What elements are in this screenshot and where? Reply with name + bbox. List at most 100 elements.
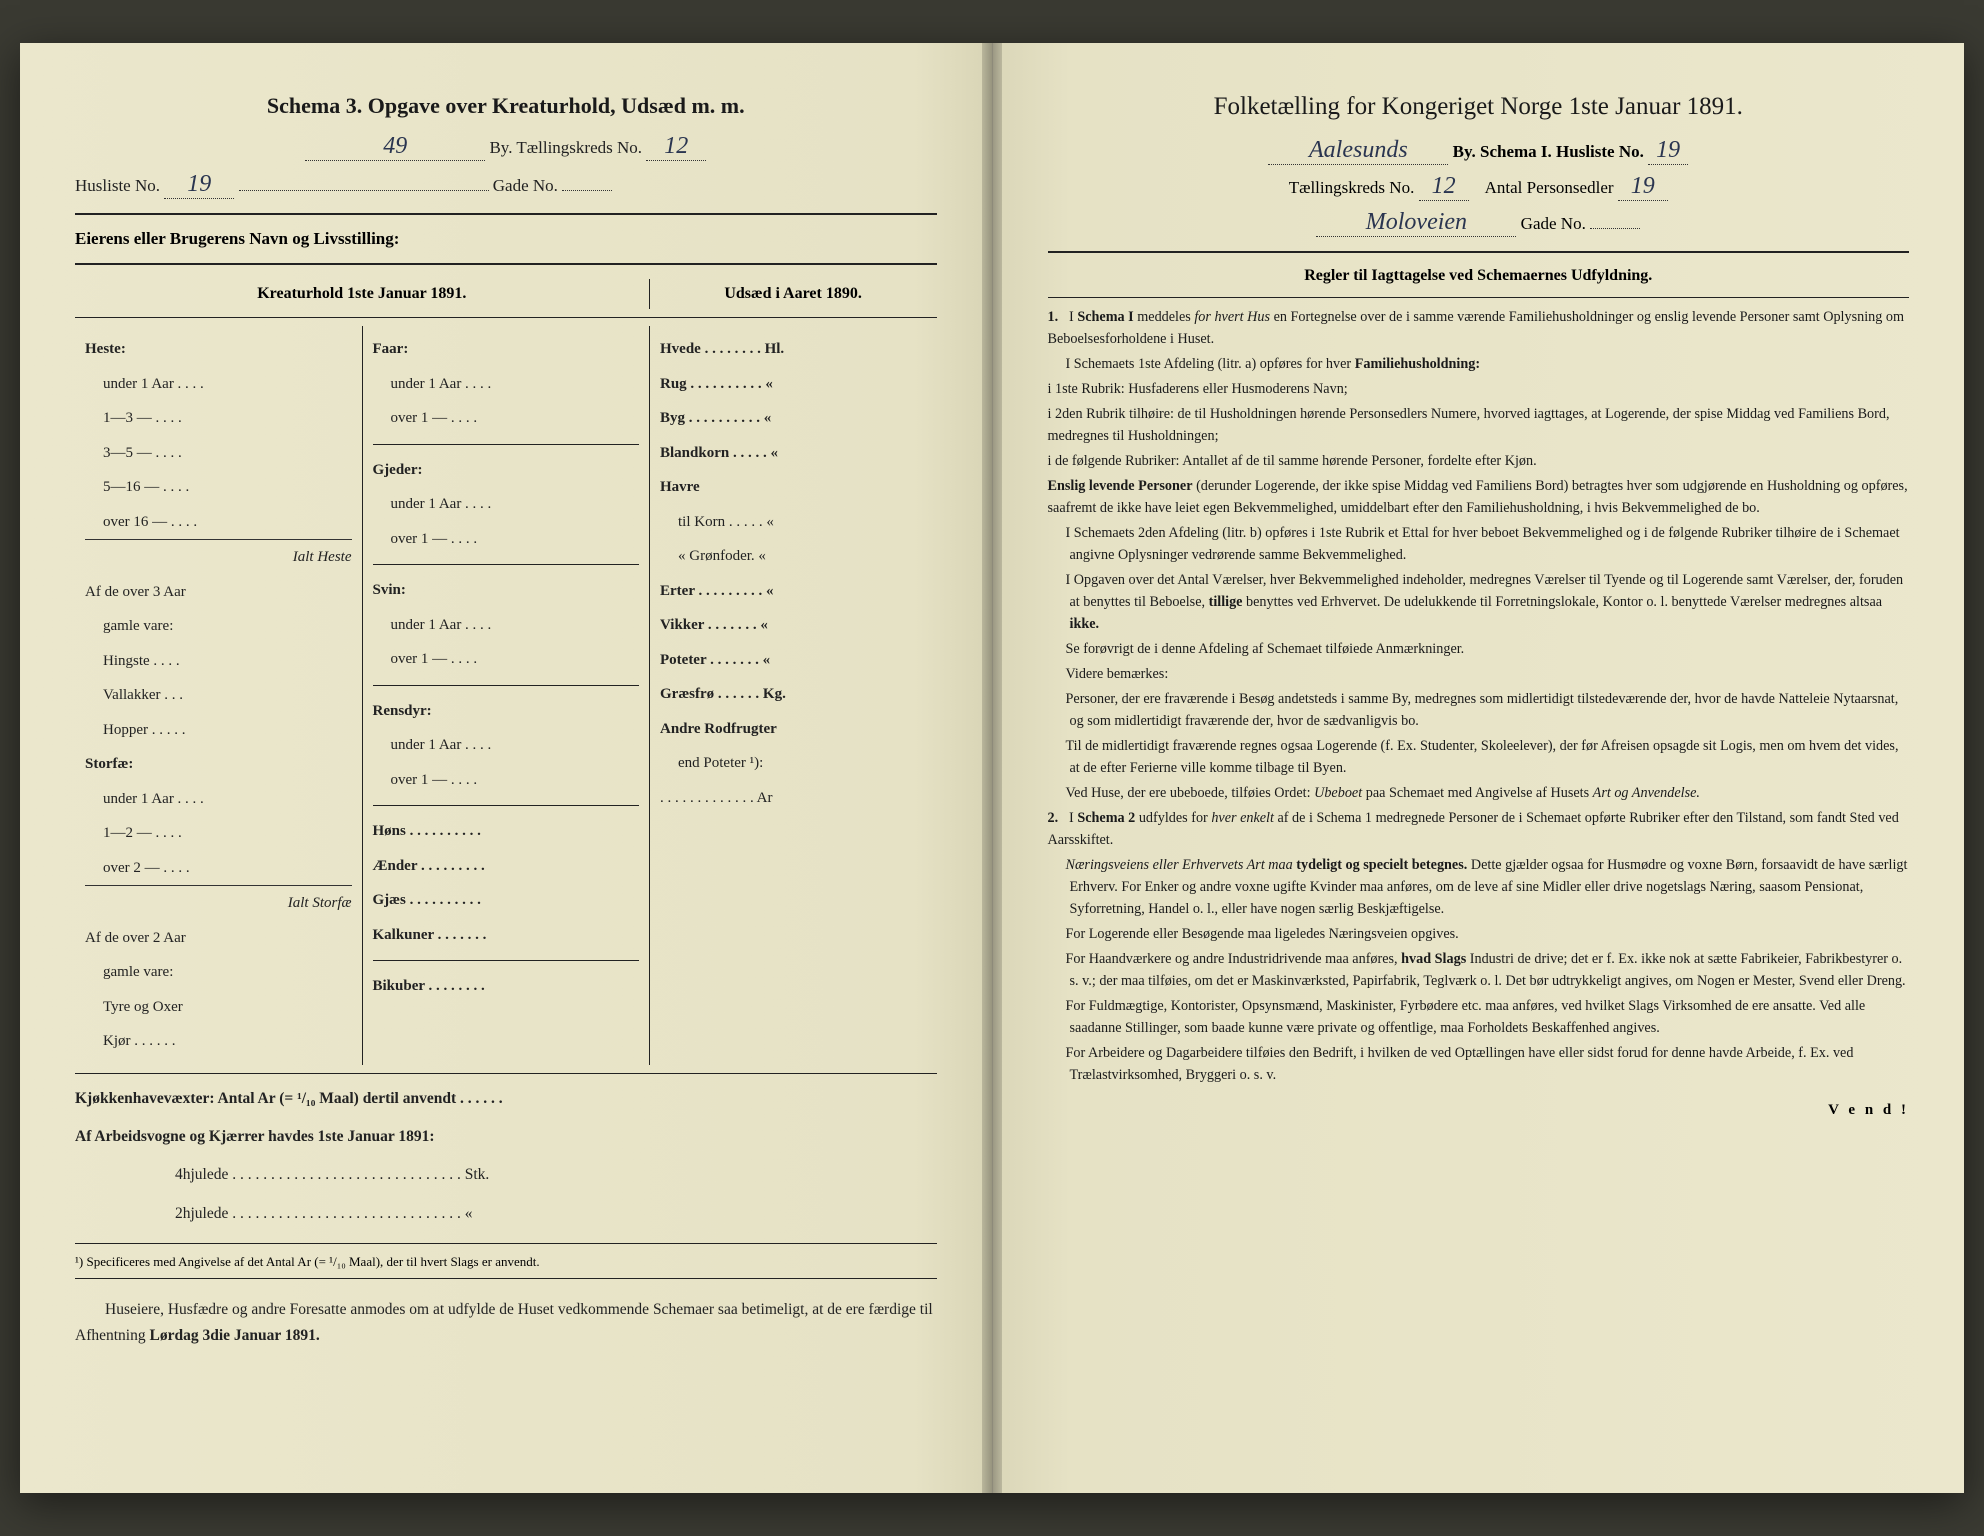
ar: . . . . . . . . . . . . . Ar (660, 781, 927, 816)
faar-head: Faar: (373, 332, 640, 367)
divider4 (75, 1073, 937, 1074)
p1f: Enslig levende Personer (derunder Logere… (1048, 475, 1910, 519)
p1h: I Opgaven over det Antal Værelser, hver … (1048, 569, 1910, 635)
divider-r (1048, 251, 1910, 253)
havre: Havre (660, 470, 927, 505)
arbeids-line: Af Arbeidsvogne og Kjærrer havdes 1ste J… (75, 1124, 937, 1150)
hjul4: 4hjulede . . . . . . . . . . . . . . . .… (75, 1162, 937, 1188)
rh-line1: Aalesunds By. Schema I. Husliste No. 19 (1048, 137, 1910, 165)
p1a: 1. I Schema I meddeles for hvert Hus en … (1048, 306, 1910, 350)
hopper: Hopper . . . . . (85, 713, 352, 748)
rh-line2: Tællingskreds No. 12 Antal Personsedler … (1048, 173, 1910, 201)
rules-title: Regler til Iagttagelse ved Schemaernes U… (1048, 267, 1910, 285)
ialt-heste: Ialt Heste (85, 539, 352, 575)
p2c: For Logerende eller Besøgende maa ligele… (1048, 923, 1910, 945)
by-label: By. Tællingskreds No. (489, 138, 642, 157)
divider5 (75, 1243, 937, 1244)
hw-kreds: 12 (664, 133, 688, 159)
ialt-storfae: Ialt Storfæ (85, 885, 352, 921)
header-line-1: 49 By. Tællingskreds No. 12 (75, 133, 937, 161)
col-2: Faar: under 1 Aar . . . . over 1 — . . .… (362, 326, 650, 1065)
p1d: i 2den Rubrik tilhøire: de til Husholdni… (1048, 403, 1910, 447)
kjor: Kjør . . . . . . (85, 1024, 352, 1059)
r2: over 1 — . . . . (373, 763, 640, 798)
table-header-row: Kreaturhold 1ste Januar 1891. Udsæd i Aa… (75, 279, 937, 309)
hw-taelling: 12 (1432, 173, 1456, 199)
schema3-title: Schema 3. Opgave over Kreaturhold, Udsæd… (75, 93, 937, 119)
kjokken-label: Kjøkkenhavevæxter: Antal Ar (= ¹/₁₀ Maal… (75, 1090, 503, 1107)
gade-label-r: Gade No. (1521, 214, 1586, 233)
r1: under 1 Aar . . . . (373, 728, 640, 763)
af2: Af de over 2 Aar (85, 921, 352, 956)
hw-husliste: 19 (187, 171, 211, 197)
byg: Byg . . . . . . . . . . « (660, 401, 927, 436)
gade-label: Gade No. (493, 176, 558, 195)
p1j: Videre bemærkes: (1048, 663, 1910, 685)
p1i: Se forøvrigt de i denne Afdeling af Sche… (1048, 638, 1910, 660)
right-page: Folketælling for Kongeriget Norge 1ste J… (993, 43, 1965, 1493)
poteter: Poteter . . . . . . . « (660, 643, 927, 678)
bikuber: Bikuber . . . . . . . . (373, 969, 640, 1004)
s2: 1—2 — . . . . (85, 816, 352, 851)
p2d: For Haandværkere og andre Industridriven… (1048, 948, 1910, 992)
f2: over 1 — . . . . (373, 401, 640, 436)
s1: under 1 Aar . . . . (85, 782, 352, 817)
gamle: gamle vare: (85, 609, 352, 644)
col-3: Hvede . . . . . . . . Hl. Rug . . . . . … (649, 326, 937, 1065)
antal-label: Antal Personsedler (1485, 178, 1614, 197)
f1: under 1 Aar . . . . (373, 367, 640, 402)
kjokken-line: Kjøkkenhavevæxter: Antal Ar (= ¹/₁₀ Maal… (75, 1086, 937, 1112)
udsaed-title: Udsæd i Aaret 1890. (649, 279, 937, 309)
p1g: I Schemaets 2den Afdeling (litr. b) opfø… (1048, 522, 1910, 566)
graesfro: Græsfrø . . . . . . Kg. (660, 677, 927, 712)
p2e: For Fuldmægtige, Kontorister, Opsynsmænd… (1048, 995, 1910, 1039)
aender: Ænder . . . . . . . . . (373, 849, 640, 884)
husliste-label: Husliste No. (75, 176, 160, 195)
h2: 1—3 — . . . . (85, 401, 352, 436)
gamle2: gamle vare: (85, 955, 352, 990)
p2b: Næringsveiens eller Erhvervets Art maa t… (1048, 854, 1910, 920)
taelling-label: Tællingskreds No. (1289, 178, 1415, 197)
svin-head: Svin: (373, 573, 640, 608)
eier-label: Eierens eller Brugerens Navn og Livsstil… (75, 229, 937, 249)
p2f: For Arbeidere og Dagarbeidere tilføies d… (1048, 1042, 1910, 1086)
kalkuner: Kalkuner . . . . . . . (373, 918, 640, 953)
hw-husliste-r: 19 (1656, 137, 1680, 163)
endpoteter: end Poteter ¹): (660, 746, 927, 781)
g1: under 1 Aar . . . . (373, 487, 640, 522)
p2a: 2. I Schema 2 udfyldes for hver enkelt a… (1048, 807, 1910, 851)
blandkorn: Blandkorn . . . . . « (660, 436, 927, 471)
rules-body: 1. I Schema I meddeles for hvert Hus en … (1048, 306, 1910, 1086)
tyre: Tyre og Oxer (85, 990, 352, 1025)
andre: Andre Rodfrugter (660, 712, 927, 747)
left-page: Schema 3. Opgave over Kreaturhold, Udsæd… (20, 43, 993, 1493)
af3: Af de over 3 Aar (85, 575, 352, 610)
p1e: i de følgende Rubriker: Antallet af de t… (1048, 450, 1910, 472)
divider (75, 213, 937, 215)
kreatur-title: Kreaturhold 1ste Januar 1891. (75, 279, 649, 309)
col-1: Heste: under 1 Aar . . . . 1—3 — . . . .… (75, 326, 362, 1065)
h4: 5—16 — . . . . (85, 470, 352, 505)
p1k: Personer, der ere fraværende i Besøg and… (1048, 688, 1910, 732)
p1c: i 1ste Rubrik: Husfaderens eller Husmode… (1048, 378, 1910, 400)
rh-line3: Moloveien Gade No. (1048, 209, 1910, 237)
rensdyr-head: Rensdyr: (373, 694, 640, 729)
hvede: Hvede . . . . . . . . Hl. (660, 332, 927, 367)
p1b: I Schemaets 1ste Afdeling (litr. a) opfø… (1048, 353, 1910, 375)
hw-antal: 19 (1631, 173, 1655, 199)
by-schema-label: By. Schema I. Husliste No. (1453, 142, 1644, 161)
hw-street: Moloveien (1366, 209, 1467, 235)
gronfoder: « Grønfoder. « (660, 539, 927, 574)
census-title: Folketælling for Kongeriget Norge 1ste J… (1048, 93, 1910, 121)
tilkorn: til Korn . . . . . « (660, 505, 927, 540)
p1m: Ved Huse, der ere ubeboede, tilføies Ord… (1048, 782, 1910, 804)
p1l: Til de midlertidigt fraværende regnes og… (1048, 735, 1910, 779)
gjaes: Gjæs . . . . . . . . . . (373, 883, 640, 918)
sv2: over 1 — . . . . (373, 642, 640, 677)
erter: Erter . . . . . . . . . « (660, 574, 927, 609)
heste-head: Heste: (85, 332, 352, 367)
rug: Rug . . . . . . . . . . « (660, 367, 927, 402)
h1: under 1 Aar . . . . (85, 367, 352, 402)
vallakker: Vallakker . . . (85, 678, 352, 713)
footnote: ¹) Specificeres med Angivelse af det Ant… (75, 1254, 937, 1270)
